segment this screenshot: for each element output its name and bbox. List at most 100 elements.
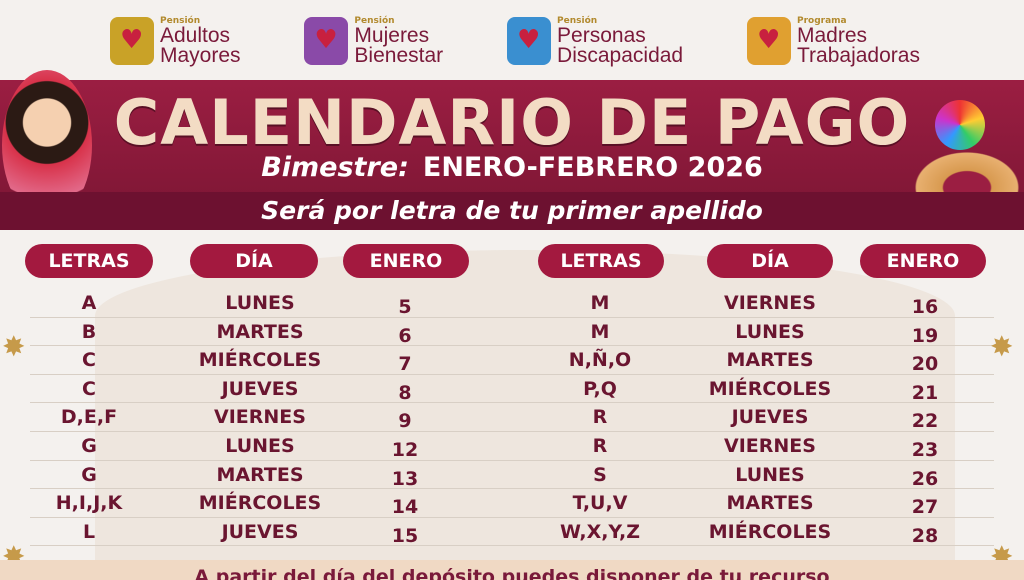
table-cell: 15	[391, 524, 419, 547]
logo-line1: Madres	[797, 24, 868, 47]
logo-line1: Adultos	[160, 24, 231, 47]
logo-line2: Mayores	[160, 44, 241, 67]
table-cell: MARTES	[216, 463, 304, 486]
table-cell: MIÉRCOLES	[708, 377, 832, 400]
table-cell: VIERNES	[214, 406, 306, 429]
table-cell: MARTES	[726, 349, 814, 372]
logo-prefix: Pensión	[557, 16, 598, 26]
table-cell: 23	[911, 439, 939, 461]
table-row: C MIÉRCOLES 7 N,Ñ,O MARTES 20	[30, 346, 994, 375]
logo-prefix: Pensión	[354, 16, 395, 26]
table-cell: 27	[911, 496, 939, 519]
table-row: A LUNES 5 M VIERNES 16	[30, 289, 994, 318]
column-header: LETRAS	[25, 244, 153, 278]
toy-illustration	[935, 100, 985, 150]
table-cell: 19	[911, 324, 939, 347]
table-cell: JUEVES	[221, 520, 299, 543]
table-cell: W,X,Y,Z	[559, 520, 641, 543]
bimestre-label: Bimestre:	[261, 152, 409, 183]
background-arch	[95, 250, 955, 580]
logo-line2: Bienestar	[354, 44, 444, 67]
table-cell: LUNES	[225, 292, 295, 314]
table-row: D,E,F VIERNES 9 R JUEVES 22	[30, 403, 994, 432]
logo-line1: Mujeres	[354, 24, 430, 47]
table-cell: 13	[391, 467, 419, 490]
logo-line1: Personas	[557, 24, 646, 47]
program-logos: PensiónAdultosMayoresPensiónMujeresBiene…	[110, 10, 920, 72]
table-cell: MARTES	[726, 492, 814, 515]
table-cell: 26	[911, 467, 939, 490]
column-header: ENERO	[860, 244, 986, 278]
table-cell: 8	[398, 381, 412, 404]
table-cell: 21	[911, 381, 939, 404]
logo-prefix: Programa	[797, 16, 847, 26]
program-icon	[747, 17, 791, 65]
table-cell: 28	[911, 524, 939, 547]
table-cell: JUEVES	[221, 377, 299, 400]
bimestre-value: ENERO-FEBRERO 2026	[422, 152, 763, 183]
table-row: B MARTES 6 M LUNES 19	[30, 318, 994, 347]
table-cell: D,E,F	[60, 406, 118, 429]
star-icon: ✸	[990, 330, 1014, 363]
table-cell: 6	[398, 324, 412, 347]
table-cell: LUNES	[735, 463, 805, 486]
star-icon: ✸	[2, 330, 26, 363]
logo-line2: Discapacidad	[557, 44, 684, 67]
table-row: G MARTES 13 S LUNES 26	[30, 461, 994, 490]
bimestre: Bimestre: ENERO-FEBRERO 2026	[0, 152, 1024, 183]
table-cell: 16	[911, 296, 939, 318]
table-cell: M	[590, 292, 610, 314]
table-cell: R	[592, 435, 608, 457]
table-cell: VIERNES	[724, 435, 816, 457]
table-cell: L	[82, 520, 96, 543]
table-cell: G	[81, 463, 97, 486]
table-cell: LUNES	[735, 320, 805, 343]
table-cell: M	[590, 320, 610, 343]
table-cell: MIÉRCOLES	[198, 492, 322, 515]
table-cell: B	[81, 320, 97, 343]
table-row: C JUEVES 8 P,Q MIÉRCOLES 21	[30, 375, 994, 404]
table-cell: C	[82, 349, 96, 372]
table-cell: G	[81, 435, 97, 457]
table-cell: 9	[398, 410, 412, 433]
table-cell: 14	[391, 496, 419, 519]
subtitle: Será por letra de tu primer apellido	[0, 192, 1024, 230]
column-header: LETRAS	[538, 244, 664, 278]
logo-line2: Trabajadoras	[797, 44, 920, 67]
column-header: DÍA	[707, 244, 833, 278]
table-cell: 7	[398, 353, 412, 376]
table-cell: H,I,J,K	[55, 492, 123, 515]
table-cell: JUEVES	[731, 406, 809, 429]
column-header: ENERO	[343, 244, 469, 278]
table-cell: P,Q	[583, 377, 617, 400]
table-cell: 12	[391, 439, 419, 461]
table-cell: R	[592, 406, 608, 429]
table-cell: A	[81, 292, 97, 314]
table-cell: MARTES	[216, 320, 304, 343]
column-header: DÍA	[190, 244, 318, 278]
logo-prefix: Pensión	[160, 16, 201, 26]
table-cell: T,U,V	[572, 492, 628, 515]
table-row: H,I,J,K MIÉRCOLES 14 T,U,V MARTES 27	[30, 489, 994, 518]
program-icon	[110, 17, 154, 65]
table-cell: VIERNES	[724, 292, 816, 314]
table-cell: 5	[398, 296, 412, 318]
table-cell: MIÉRCOLES	[198, 349, 322, 372]
table-cell: MIÉRCOLES	[708, 520, 832, 543]
program-icon	[507, 17, 552, 65]
program-icon	[304, 17, 349, 65]
footer-note: A partir del día del depósito puedes dis…	[0, 560, 1024, 580]
table-cell: S	[593, 463, 607, 486]
table-cell: N,Ñ,O	[568, 349, 632, 372]
table-row: L JUEVES 15 W,X,Y,Z MIÉRCOLES 28	[30, 518, 994, 547]
table-cell: 22	[911, 410, 939, 433]
page-title: CALENDARIO DE PAGO	[113, 86, 911, 159]
table-cell: C	[82, 377, 96, 400]
table-row: G LUNES 12 R VIERNES 23	[30, 432, 994, 461]
table-cell: LUNES	[225, 435, 295, 457]
table-cell: 20	[911, 353, 939, 376]
